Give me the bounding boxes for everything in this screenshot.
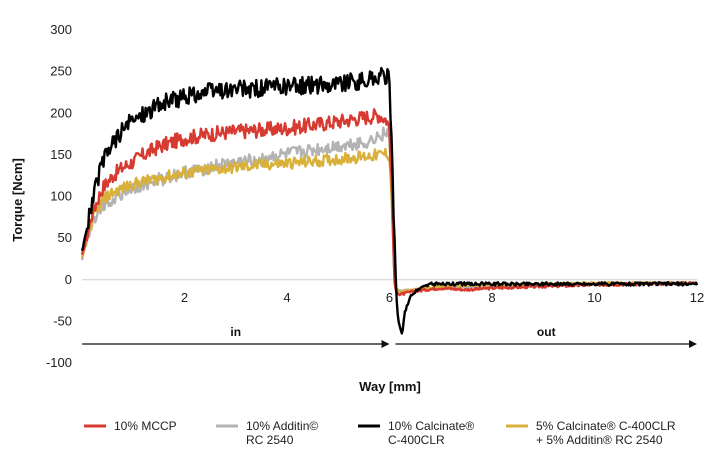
direction-annotations: in out <box>82 325 697 348</box>
direction-label: in <box>230 325 241 339</box>
legend-item: 10% Additin©RC 2540 <box>216 419 318 447</box>
y-tick-label: -50 <box>53 313 72 328</box>
legend-label: RC 2540 <box>246 433 294 447</box>
series-line <box>80 108 698 297</box>
series-lines <box>80 66 699 335</box>
legend-label: + 5% Additin® RC 2540 <box>536 433 663 447</box>
y-tick-label: -100 <box>46 355 72 370</box>
x-axis-title: Way [mm] <box>359 379 421 394</box>
x-tick-label: 8 <box>488 290 495 305</box>
y-tick-label: 100 <box>50 189 72 204</box>
series-line <box>80 66 699 335</box>
x-axis-ticks: 2 4 6 8 10 12 <box>181 290 704 305</box>
legend-label: 10% Calcinate® <box>388 419 474 433</box>
x-tick-label: 2 <box>181 290 188 305</box>
legend-item: 10% Calcinate®C-400CLR <box>358 419 474 447</box>
legend-item: 5% Calcinate® C-400CLR+ 5% Additin® RC 2… <box>506 419 676 447</box>
x-tick-label: 4 <box>283 290 290 305</box>
x-tick-label: 10 <box>587 290 601 305</box>
y-tick-label: 250 <box>50 64 72 79</box>
direction-label: out <box>537 325 556 339</box>
direction-arrow-head <box>689 340 697 348</box>
y-tick-label: 150 <box>50 147 72 162</box>
y-tick-label: 300 <box>50 22 72 37</box>
legend: 10% MCCP 10% Additin©RC 2540 10% Calcinate… <box>84 419 676 447</box>
legend-label: C-400CLR <box>388 433 445 447</box>
x-tick-label: 12 <box>690 290 704 305</box>
direction-arrow-head <box>381 340 390 348</box>
y-tick-label: 200 <box>50 105 72 120</box>
y-axis-ticks: -100 -50 0 50 100 150 200 250 300 <box>46 22 72 370</box>
y-tick-label: 50 <box>58 230 72 245</box>
x-tick-label: 6 <box>386 290 393 305</box>
y-axis-title: Torque [Ncm] <box>10 158 25 242</box>
legend-label: 10% MCCP <box>114 419 177 433</box>
legend-item: 10% MCCP <box>84 419 177 433</box>
y-tick-label: 0 <box>65 272 72 287</box>
legend-label: 10% Additin© <box>246 419 318 433</box>
legend-label: 5% Calcinate® C-400CLR <box>536 419 676 433</box>
